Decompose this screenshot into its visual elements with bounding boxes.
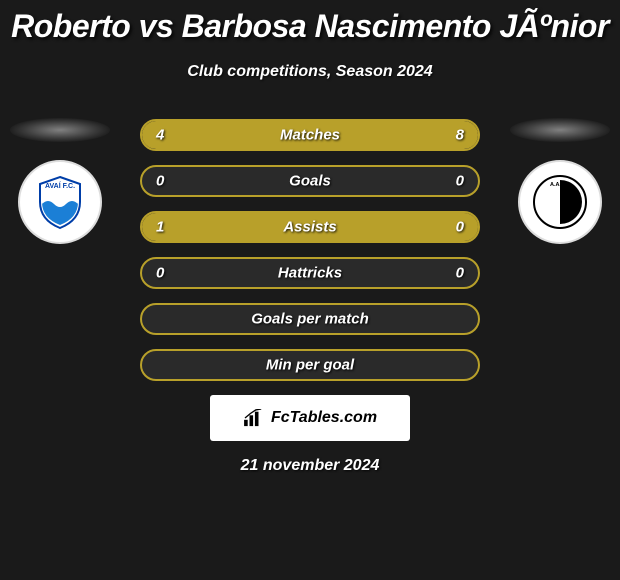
date-label: 21 november 2024 <box>0 457 620 475</box>
stat-value-right: 0 <box>456 265 464 282</box>
chart-icon <box>243 409 265 427</box>
comparison-title: Roberto vs Barbosa Nascimento JÃºnior <box>0 0 620 45</box>
svg-text:AVAÍ F.C.: AVAÍ F.C. <box>45 181 75 190</box>
stat-row: 0 0 Hattricks <box>140 257 480 289</box>
stat-label: Hattricks <box>278 265 342 282</box>
stat-row: 1 0 Assists <box>140 211 480 243</box>
stat-value-left: 0 <box>156 173 164 190</box>
shield-icon: AVAÍ F.C. <box>30 172 90 232</box>
stat-row: 0 0 Goals <box>140 165 480 197</box>
stat-value-right: 8 <box>456 127 464 144</box>
stat-value-left: 0 <box>156 265 164 282</box>
shadow-ellipse-left <box>10 118 110 142</box>
stat-row: Min per goal <box>140 349 480 381</box>
stat-label: Goals <box>289 173 331 190</box>
club-badge-right: A.A.P.P. <box>518 160 602 244</box>
shield-icon: A.A.P.P. <box>530 172 590 232</box>
stat-row: Goals per match <box>140 303 480 335</box>
player-left-badge-area: AVAÍ F.C. <box>10 118 110 244</box>
credit-text: FcTables.com <box>271 409 377 427</box>
stat-value-left: 4 <box>156 127 164 144</box>
credit-badge: FcTables.com <box>210 395 410 441</box>
comparison-subtitle: Club competitions, Season 2024 <box>0 63 620 81</box>
stat-label: Min per goal <box>266 357 354 374</box>
shadow-ellipse-right <box>510 118 610 142</box>
svg-text:A.A.P.P.: A.A.P.P. <box>550 182 570 188</box>
player-right-badge-area: A.A.P.P. <box>510 118 610 244</box>
stat-label: Assists <box>283 219 336 236</box>
stat-value-right: 0 <box>456 219 464 236</box>
stat-value-left: 1 <box>156 219 164 236</box>
stat-value-right: 0 <box>456 173 464 190</box>
stat-label: Goals per match <box>251 311 369 328</box>
stat-label: Matches <box>280 127 340 144</box>
club-badge-left: AVAÍ F.C. <box>18 160 102 244</box>
stat-row: 4 8 Matches <box>140 119 480 151</box>
